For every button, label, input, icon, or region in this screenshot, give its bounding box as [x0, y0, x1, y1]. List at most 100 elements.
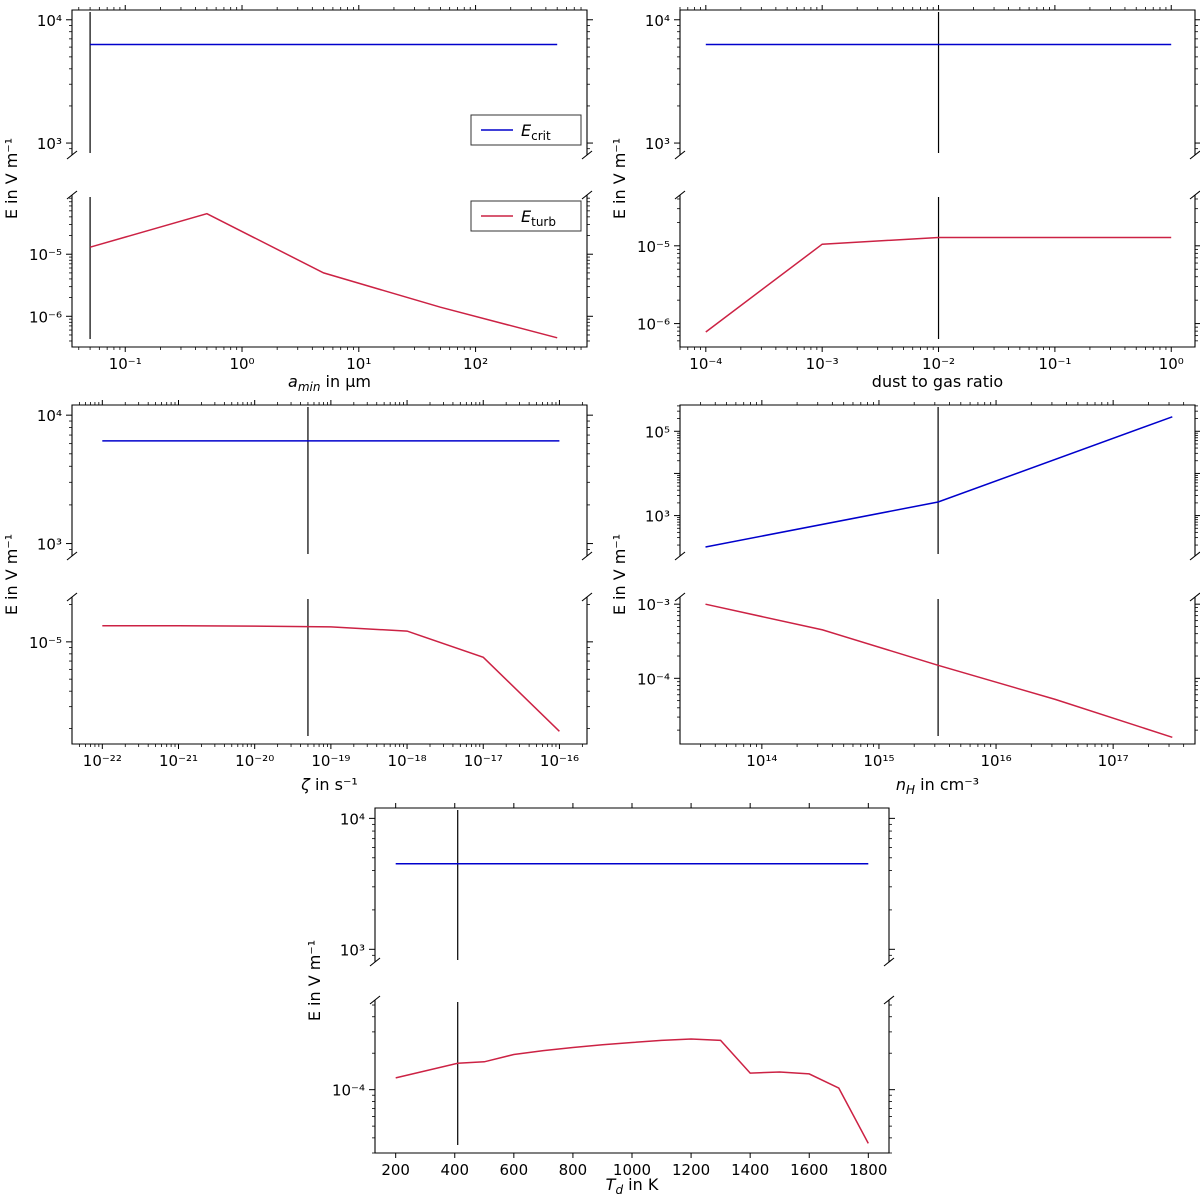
x-tick-label: 10⁻¹⁷: [464, 752, 503, 770]
legend-e-crit-label: Ecrit: [521, 121, 551, 143]
chart-p4: 10¹⁴ 10¹⁵ 10¹⁶ 10¹⁷ 10³ 10⁵ 10⁻⁴ 10⁻³ nH in cm⁻³…: [610, 400, 1200, 797]
series-line-e-turb: [395, 1038, 869, 1144]
x-tick-label: 10⁻¹⁸: [388, 752, 427, 770]
x-tick-label: 800: [559, 1161, 588, 1179]
axis-break-mark: [369, 957, 381, 967]
x-tick-label: 10⁻²: [922, 355, 955, 373]
axis-break-mark: [581, 592, 593, 602]
axis-break-mark: [581, 150, 593, 160]
x-tick-label: 10¹⁵: [863, 752, 894, 770]
x-axis-label: ζ in s⁻¹: [300, 775, 358, 794]
x-tick-label: 10¹⁴: [746, 752, 777, 770]
axis-break-mark: [581, 551, 593, 561]
bottom-panel-frame: [679, 597, 1196, 745]
top-panel-y-tick-label: 10⁴: [340, 810, 365, 828]
top-panel-y-tick-label: 10³: [37, 135, 62, 153]
x-tick-label: 400: [440, 1161, 469, 1179]
bottom-panel-y-tick-label: 10⁻⁶: [637, 316, 670, 334]
x-tick-label: 10⁻¹: [109, 355, 142, 373]
top-panel-frame: [679, 404, 1196, 556]
x-tick-label: 1400: [731, 1161, 769, 1179]
x-tick-label: 10⁻²²: [83, 752, 122, 770]
series-line-e-crit: [705, 416, 1173, 548]
series-line-e-turb: [705, 236, 1172, 333]
bottom-panel-y-tick-label: 10⁻⁵: [637, 238, 670, 256]
x-tick-label: 10¹⁶: [980, 752, 1011, 770]
axis-break-mark: [66, 150, 78, 160]
axis-break-mark: [1189, 190, 1200, 200]
x-tick-label: 1800: [849, 1161, 887, 1179]
bottom-panel-frame: [71, 597, 588, 745]
bottom-panel-frame: [71, 195, 588, 348]
top-panel-frame: [679, 9, 1196, 155]
axis-break-mark: [674, 150, 686, 160]
x-tick-label: 10⁻³: [806, 355, 839, 373]
top-panel-frame: [71, 9, 588, 155]
bottom-panel-y-tick-label: 10⁻⁴: [637, 670, 670, 688]
top-panel-y-tick-label: 10⁵: [645, 423, 670, 441]
x-tick-label: 10⁻¹⁶: [540, 752, 579, 770]
axis-break-mark: [1189, 150, 1200, 160]
top-panel-frame: [71, 404, 588, 556]
y-axis-label: E in V m⁻¹: [2, 138, 21, 219]
axis-break-mark: [883, 957, 895, 967]
chart-p2: 10⁻⁴ 10⁻³ 10⁻² 10⁻¹ 10⁰ 10³ 10⁴ 10⁻⁶ 10⁻⁵ dust to…: [610, 5, 1200, 391]
x-tick-label: 10⁰: [229, 355, 254, 373]
axis-break-mark: [369, 995, 381, 1005]
axis-break-mark: [1189, 592, 1200, 602]
bottom-panel-y-tick-label: 10⁻⁴: [332, 1082, 365, 1100]
bottom-panel-y-tick-label: 10⁻⁵: [29, 246, 62, 264]
series-line-e-turb: [89, 212, 558, 339]
axis-break-mark: [66, 190, 78, 200]
top-panel-y-tick-label: 10³: [645, 135, 670, 153]
axis-break-mark: [674, 551, 686, 561]
bottom-panel-frame: [679, 195, 1196, 348]
axis-break-mark: [581, 190, 593, 200]
legend-e-turb-label: Eturb: [521, 207, 556, 229]
x-tick-label: 1200: [672, 1161, 710, 1179]
x-axis-label: nH in cm⁻³: [896, 775, 979, 797]
chart-p3: 10⁻²² 10⁻²¹ 10⁻²⁰ 10⁻¹⁹ 10⁻¹⁸ 10⁻¹⁷ 10⁻¹⁶ 10³ 10…: [2, 400, 593, 794]
x-axis-label: amin in μm: [288, 372, 371, 394]
x-axis-label: Td in K: [606, 1175, 659, 1195]
series-line-e-turb: [705, 603, 1173, 739]
bottom-panel-frame: [374, 1000, 890, 1154]
bottom-panel-y-tick-label: 10⁻⁵: [29, 634, 62, 652]
bottom-panel-y-tick-label: 10⁻³: [637, 596, 670, 614]
x-tick-label: 10⁻²⁰: [235, 752, 274, 770]
x-tick-label: 10⁻¹: [1038, 355, 1071, 373]
top-panel-y-tick-label: 10³: [645, 508, 670, 526]
x-tick-label: 10⁻¹⁹: [311, 752, 350, 770]
x-axis-label: dust to gas ratio: [872, 372, 1003, 391]
axis-break-mark: [674, 190, 686, 200]
axis-break-mark: [883, 995, 895, 1005]
y-axis-label: E in V m⁻¹: [2, 534, 21, 615]
x-tick-label: 10⁻²¹: [159, 752, 198, 770]
bottom-panel-y-tick-label: 10⁻⁶: [29, 308, 62, 326]
chart-p1: 10⁻¹ 10⁰ 10¹ 10² 10³ 10⁴ 10⁻⁶ 10⁻⁵ amin in μm E i…: [2, 5, 593, 394]
x-tick-label: 10⁻⁴: [689, 355, 722, 373]
y-axis-label: E in V m⁻¹: [610, 138, 629, 219]
x-tick-label: 1000: [613, 1161, 651, 1179]
axis-break-mark: [1189, 551, 1200, 561]
x-tick-label: 10¹⁷: [1098, 752, 1129, 770]
x-tick-label: 600: [500, 1161, 529, 1179]
y-axis-label: E in V m⁻¹: [305, 940, 324, 1021]
axis-break-mark: [66, 592, 78, 602]
x-tick-label: 200: [381, 1161, 410, 1179]
chart-p5: 200 400 600 800 1000 1200 1400 1600 1800 10³ 10⁴ 10…: [305, 803, 895, 1195]
x-tick-label: 1600: [790, 1161, 828, 1179]
x-tick-label: 10²: [463, 355, 488, 373]
top-panel-frame: [374, 807, 890, 962]
axis-break-mark: [674, 592, 686, 602]
x-tick-label: 10¹: [346, 355, 371, 373]
top-panel-y-tick-label: 10⁴: [37, 12, 62, 30]
x-tick-label: 10⁰: [1159, 355, 1184, 373]
axis-break-mark: [66, 551, 78, 561]
top-panel-y-tick-label: 10³: [37, 536, 62, 554]
y-axis-label: E in V m⁻¹: [610, 534, 629, 615]
top-panel-y-tick-label: 10³: [340, 941, 365, 959]
series-line-e-turb: [102, 624, 560, 732]
top-panel-y-tick-label: 10⁴: [645, 12, 670, 30]
top-panel-y-tick-label: 10⁴: [37, 407, 62, 425]
